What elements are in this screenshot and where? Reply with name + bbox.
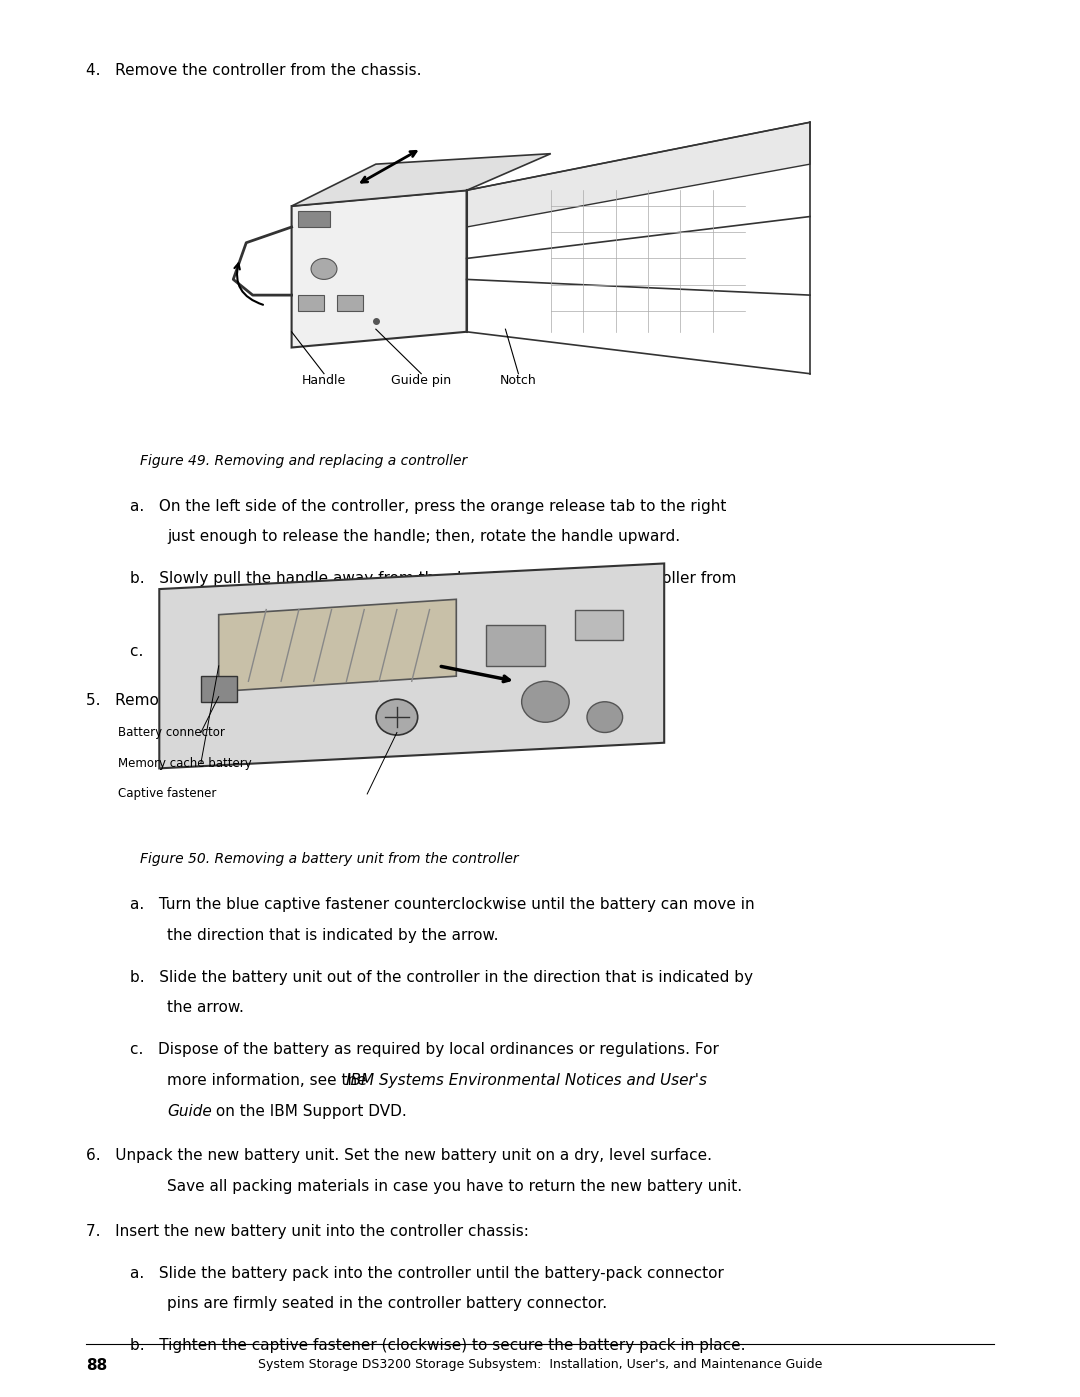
Text: a.   Slide the battery pack into the controller until the battery-pack connector: a. Slide the battery pack into the contr…	[130, 1266, 724, 1281]
Text: b.   Slowly pull the handle away from the chassis to remove the controller from: b. Slowly pull the handle away from the …	[130, 571, 735, 587]
Text: Figure 50. Removing a battery unit from the controller: Figure 50. Removing a battery unit from …	[140, 852, 519, 866]
Text: a.   On the left side of the controller, press the orange release tab to the rig: a. On the left side of the controller, p…	[130, 499, 726, 514]
Text: 4.   Remove the controller from the chassis.: 4. Remove the controller from the chassi…	[86, 63, 422, 78]
Text: 7.   Insert the new battery unit into the controller chassis:: 7. Insert the new battery unit into the …	[86, 1224, 529, 1239]
Text: Save all packing materials in case you have to return the new battery unit.: Save all packing materials in case you h…	[167, 1179, 743, 1194]
Text: 5.   Remove the failed battery unit from the RAID controller.: 5. Remove the failed battery unit from t…	[86, 693, 544, 708]
Text: Figure 49. Removing and replacing a controller: Figure 49. Removing and replacing a cont…	[140, 454, 468, 468]
Text: 88: 88	[86, 1358, 108, 1373]
Text: IBM Systems Environmental Notices and User's: IBM Systems Environmental Notices and Us…	[346, 1073, 706, 1088]
Text: just enough to release the handle; then, rotate the handle upward.: just enough to release the handle; then,…	[167, 529, 680, 545]
Text: c.   Dispose of the battery as required by local ordinances or regulations. For: c. Dispose of the battery as required by…	[130, 1042, 718, 1058]
Text: the bay, as shown in Figure 49.: the bay, as shown in Figure 49.	[167, 602, 406, 617]
Text: the direction that is indicated by the arrow.: the direction that is indicated by the a…	[167, 928, 499, 943]
Text: b.   Slide the battery unit out of the controller in the direction that is indic: b. Slide the battery unit out of the con…	[130, 970, 753, 985]
Text: Guide: Guide	[167, 1104, 212, 1119]
Text: pins are firmly seated in the controller battery connector.: pins are firmly seated in the controller…	[167, 1296, 608, 1312]
Text: 6.   Unpack the new battery unit. Set the new battery unit on a dry, level surfa: 6. Unpack the new battery unit. Set the …	[86, 1148, 713, 1164]
Text: b.   Tighten the captive fastener (clockwise) to secure the battery pack in plac: b. Tighten the captive fastener (clockwi…	[130, 1338, 745, 1354]
Text: more information, see the: more information, see the	[167, 1073, 372, 1088]
Text: the arrow.: the arrow.	[167, 1000, 244, 1016]
Text: c.   Place the controller on a level surface.: c. Place the controller on a level surfa…	[130, 644, 453, 659]
Text: System Storage DS3200 Storage Subsystem:  Installation, User's, and Maintenance : System Storage DS3200 Storage Subsystem:…	[258, 1358, 822, 1370]
Text: a.   Turn the blue captive fastener counterclockwise until the battery can move : a. Turn the blue captive fastener counte…	[130, 897, 754, 912]
Text: on the IBM Support DVD.: on the IBM Support DVD.	[211, 1104, 406, 1119]
